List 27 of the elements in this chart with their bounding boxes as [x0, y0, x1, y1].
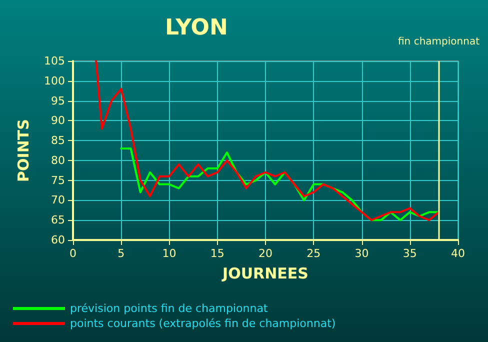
- y-tick-label: 95: [51, 94, 65, 108]
- y-tick-label: 100: [44, 74, 65, 88]
- chart-title: LYON: [165, 16, 228, 40]
- line-series: [95, 60, 440, 222]
- x-tick-label: 0: [70, 247, 76, 260]
- y-axis-title: POINTS: [14, 119, 32, 182]
- y-tick-label: 90: [51, 114, 65, 128]
- x-tick-label: 20: [258, 247, 272, 260]
- x-tick-label: 15: [210, 247, 224, 260]
- x-tick-label: 35: [402, 247, 417, 260]
- y-tick-label: 105: [44, 54, 65, 68]
- legend-label: prévision points fin de championnat: [70, 302, 268, 315]
- x-tick-label: 40: [451, 247, 465, 260]
- y-tick-label: 75: [51, 174, 65, 187]
- y-tick-label: 80: [51, 154, 65, 167]
- x-tick-label: 30: [354, 247, 369, 260]
- y-tick-label: 65: [51, 214, 65, 227]
- line-series: [120, 148, 440, 222]
- ref-line-label: fin championnat: [398, 36, 480, 48]
- y-tick-label: 60: [51, 234, 65, 246]
- legend-label: points courants (extrapolés fin de championnat): [70, 317, 336, 330]
- x-tick-label: 25: [306, 247, 321, 260]
- x-axis-title: JOURNEES: [222, 264, 308, 282]
- y-tick-label: 85: [51, 134, 65, 148]
- y-tick-label: 70: [51, 194, 65, 207]
- x-tick-label: 10: [162, 247, 176, 260]
- x-tick-label: 5: [118, 247, 125, 260]
